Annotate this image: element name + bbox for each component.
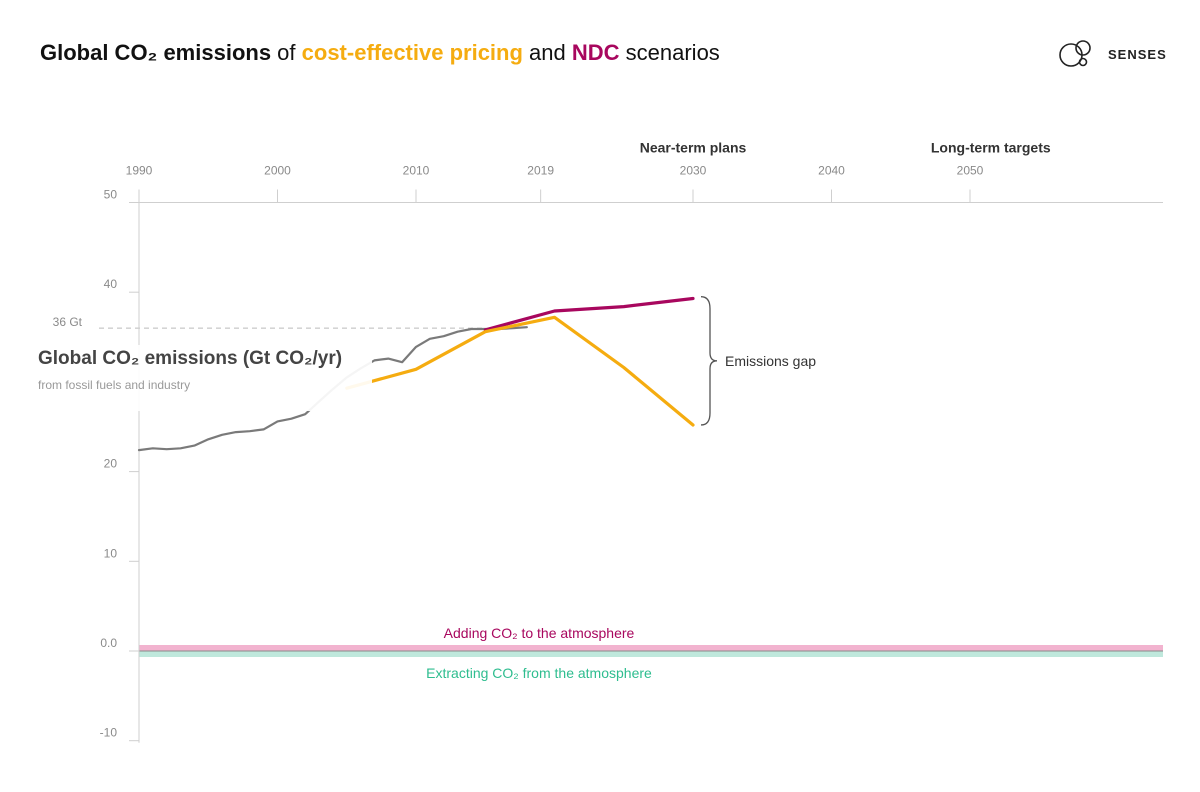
y-tick-label: -10: [100, 726, 118, 740]
adding-label: Adding CO₂ to the atmosphere: [444, 625, 635, 641]
series-line-pricing: [345, 315, 695, 427]
title-part3: cost-effective pricing: [301, 40, 523, 65]
emissions-gap-bracket: [700, 296, 718, 426]
x-tick-label: 2019: [527, 164, 554, 178]
x-tick-label: 2050: [957, 164, 984, 178]
adding-band: [139, 645, 1163, 651]
labels-layer: Global CO₂ emissions (Gt CO₂/yr) from fos…: [36, 296, 816, 681]
y-axis-title: Global CO₂ emissions (Gt CO₂/yr): [38, 348, 342, 369]
title-part2: of: [271, 40, 302, 65]
x-tick-label: 1990: [126, 164, 153, 178]
reference-label: 36 Gt: [53, 315, 83, 329]
section-label-near-term: Near-term plans: [640, 140, 747, 156]
logo-text: SENSES: [1108, 46, 1167, 62]
senses-logo-icon: [1059, 40, 1091, 67]
title-part6: scenarios: [619, 40, 720, 65]
y-axis-subtitle: from fossil fuels and industry: [38, 378, 190, 392]
y-tick-label: 40: [104, 277, 118, 291]
grid-layer: 36 Gt: [53, 315, 486, 329]
chart-title: Global CO₂ emissions of cost-effective p…: [40, 40, 720, 66]
title-part5: NDC: [571, 40, 620, 65]
emissions-gap-label: Emissions gap: [725, 353, 816, 369]
senses-logo: SENSES: [1058, 38, 1167, 70]
x-tick-label: 2030: [680, 164, 707, 178]
x-tick-label: 2010: [403, 164, 430, 178]
ylabel-backdrop: [36, 345, 372, 411]
y-tick-label: 10: [104, 546, 118, 560]
extracting-band: [139, 651, 1163, 657]
y-tick-label: 50: [104, 188, 118, 202]
title-part4: and: [522, 40, 572, 65]
extracting-label: Extracting CO₂ from the atmosphere: [426, 665, 652, 681]
y-tick-label: 20: [104, 457, 118, 471]
bands-layer: [139, 645, 1163, 657]
y-tick-label: 0.0: [100, 636, 117, 650]
series-line-ndc: [483, 296, 695, 332]
x-tick-label: 2040: [818, 164, 845, 178]
title-part1: Global CO₂ emissions: [40, 40, 272, 65]
x-tick-label: 2000: [264, 164, 291, 178]
section-label-long-term: Long-term targets: [931, 140, 1051, 156]
